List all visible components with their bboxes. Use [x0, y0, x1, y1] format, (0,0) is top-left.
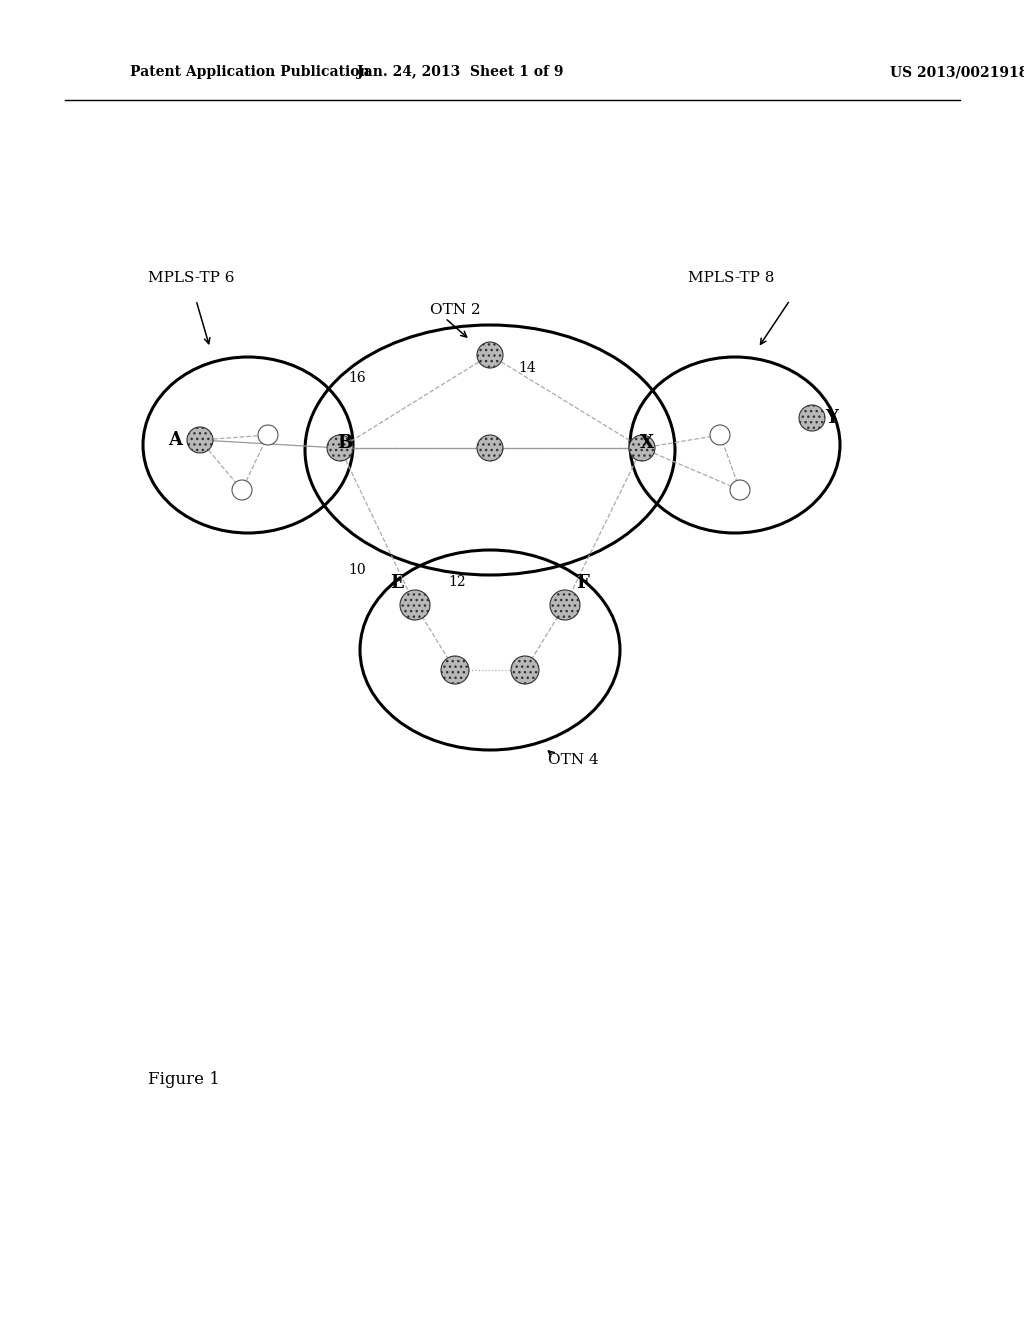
Text: 10: 10 — [348, 564, 366, 577]
Ellipse shape — [477, 342, 503, 368]
Ellipse shape — [400, 590, 430, 620]
Ellipse shape — [799, 405, 825, 432]
Text: OTN 4: OTN 4 — [548, 752, 599, 767]
Text: 12: 12 — [449, 576, 466, 589]
Ellipse shape — [710, 425, 730, 445]
Text: B: B — [337, 434, 352, 451]
Ellipse shape — [511, 656, 539, 684]
Text: 14: 14 — [518, 360, 536, 375]
Text: A: A — [168, 432, 182, 449]
Ellipse shape — [629, 436, 655, 461]
Text: E: E — [390, 574, 403, 591]
Text: 16: 16 — [348, 371, 366, 385]
Ellipse shape — [550, 590, 580, 620]
Ellipse shape — [730, 480, 750, 500]
Text: Y: Y — [825, 409, 839, 426]
Ellipse shape — [232, 480, 252, 500]
Ellipse shape — [187, 426, 213, 453]
Text: Jan. 24, 2013  Sheet 1 of 9: Jan. 24, 2013 Sheet 1 of 9 — [356, 65, 563, 79]
Text: MPLS-TP 8: MPLS-TP 8 — [688, 271, 774, 285]
Text: X: X — [640, 434, 654, 451]
Text: MPLS-TP 6: MPLS-TP 6 — [148, 271, 234, 285]
Ellipse shape — [327, 436, 353, 461]
Text: US 2013/0021918 A1: US 2013/0021918 A1 — [890, 65, 1024, 79]
Text: F: F — [577, 574, 590, 591]
Text: Figure 1: Figure 1 — [148, 1072, 220, 1089]
Text: Patent Application Publication: Patent Application Publication — [130, 65, 370, 79]
Text: OTN 2: OTN 2 — [430, 304, 480, 317]
Ellipse shape — [441, 656, 469, 684]
Ellipse shape — [258, 425, 278, 445]
Ellipse shape — [477, 436, 503, 461]
